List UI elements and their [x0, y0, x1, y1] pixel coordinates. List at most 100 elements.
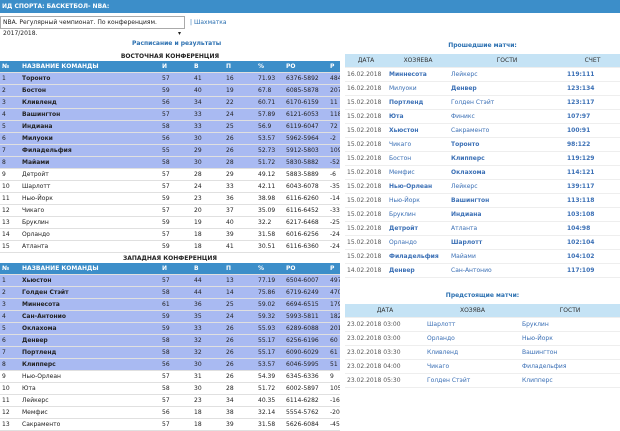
page: ИД СПОРТА: БАСКЕТБОЛ- NBA: NBA. Регулярн… [0, 0, 620, 410]
team-stat: 18 [192, 240, 224, 253]
score: 139:117 [565, 179, 620, 194]
guest-team: Атланта [449, 221, 565, 236]
team-stat: 57 [160, 370, 192, 383]
team-stat: 6289-6088 [284, 322, 328, 335]
host-team: Бостон [387, 151, 449, 166]
match-row: 16.02.2018 Миннесота Лейкерс 119:111 [345, 67, 620, 82]
team-stat: 179 [328, 298, 340, 311]
link-text[interactable]: Шахматка [193, 19, 227, 26]
team-stat: 31 [192, 370, 224, 383]
team-stat: 13 [224, 274, 256, 287]
team-stat: 56 [160, 96, 192, 109]
column-header: П [224, 61, 256, 73]
team-stat: 71.93 [256, 72, 284, 85]
team-stat: 38 [224, 406, 256, 419]
score: 117:109 [565, 263, 620, 278]
team-stat: 23 [192, 394, 224, 407]
column-header: % [256, 61, 284, 73]
header-row: ДАТА ХОЗЯЕВА ГОСТИ СЧЕТ [345, 54, 620, 68]
column-header: В [192, 61, 224, 73]
host-team: Мемфис [387, 165, 449, 180]
team-stat: 54.39 [256, 370, 284, 383]
guest-team: Оклахома [449, 165, 565, 180]
team-stat: 49.12 [256, 168, 284, 181]
column-header: Р [328, 263, 340, 275]
team-stat: 5912-5803 [284, 144, 328, 157]
column-header: СЧЕТ [565, 54, 620, 68]
team-stat: -2 [328, 132, 340, 145]
host-team: Чикаго [387, 137, 449, 152]
team-row: 3 Кливленд 56 34 22 60.71 6170-6159 11 [0, 96, 340, 109]
match-date: 15.02.2018 [345, 123, 387, 138]
team-stat: 58 [160, 382, 192, 395]
host-team: Филадельфия [387, 249, 449, 264]
team-stat: 6016-6256 [284, 228, 328, 241]
team-stat: 59.02 [256, 298, 284, 311]
team-stat: -336 [328, 204, 340, 217]
sport-bar: ИД СПОРТА: БАСКЕТБОЛ- NBA: [0, 0, 620, 13]
team-name: Бруклин [20, 216, 160, 229]
team-name: Атланта [20, 240, 160, 253]
team-stat: 59.32 [256, 310, 284, 323]
team-stat: 6114-6282 [284, 394, 328, 407]
guest-team: Филадельфия [520, 359, 620, 374]
team-stat: 36 [192, 298, 224, 311]
team-stat: 12 [0, 406, 20, 419]
team-stat: 18 [192, 418, 224, 431]
match-row: 15.02.2018 Портленд Голден Стэйт 123:117 [345, 95, 620, 110]
team-stat: 3 [0, 96, 20, 109]
chess-link[interactable]: | Шахматка [190, 19, 227, 26]
team-stat: 39 [224, 418, 256, 431]
match-date: 23.02.2018 03:00 [345, 331, 425, 346]
team-stat: 25 [224, 298, 256, 311]
team-stat: 9 [0, 168, 20, 181]
team-stat: 6376-5892 [284, 72, 328, 85]
team-stat: 56 [160, 358, 192, 371]
match-row: 16.02.2018 Милуоки Денвер 123:134 [345, 81, 620, 96]
team-stat: 470 [328, 286, 340, 299]
team-stat: 57.89 [256, 108, 284, 121]
team-stat: 484 [328, 72, 340, 85]
match-date: 16.02.2018 [345, 81, 387, 96]
match-row: 15.02.2018 Юта Финикс 107:97 [345, 109, 620, 124]
column-header: РО [284, 263, 328, 275]
team-stat: 59 [160, 322, 192, 335]
team-stat: 37 [224, 204, 256, 217]
team-stat: 57 [160, 418, 192, 431]
team-stat: 33 [192, 108, 224, 121]
team-stat: 28 [224, 382, 256, 395]
column-header: И [160, 263, 192, 275]
column-header: В [192, 263, 224, 275]
team-stat: 19 [192, 216, 224, 229]
team-stat: 5962-5964 [284, 132, 328, 145]
team-stat: -35 [328, 180, 340, 193]
team-stat: 497 [328, 274, 340, 287]
match-row: 23.02.2018 03:00 Орландо Нью-Йорк [345, 331, 620, 346]
team-stat: -208 [328, 406, 340, 419]
guest-team: Торонто [449, 137, 565, 152]
schedule-title: Расписание и результаты [132, 40, 222, 47]
column-header: ГОСТИ [520, 304, 620, 318]
team-stat: 11 [328, 96, 340, 109]
team-stat: 55 [160, 144, 192, 157]
season-select[interactable]: NBA. Регулярный чемпионат. По конференци… [0, 16, 185, 39]
team-stat: 6170-6159 [284, 96, 328, 109]
team-stat: 6116-6260 [284, 192, 328, 205]
team-stat: 40.35 [256, 394, 284, 407]
score: 107:97 [565, 109, 620, 124]
team-stat: 33 [192, 120, 224, 133]
team-name: Орландо [20, 228, 160, 241]
team-stat: 32.2 [256, 216, 284, 229]
host-team: Бруклин [387, 207, 449, 222]
team-stat: 39 [224, 228, 256, 241]
score: 100:91 [565, 123, 620, 138]
team-name: Майами [20, 156, 160, 169]
matches-title: Предстоящие матчи: [445, 292, 520, 299]
match-date: 15.02.2018 [345, 249, 387, 264]
